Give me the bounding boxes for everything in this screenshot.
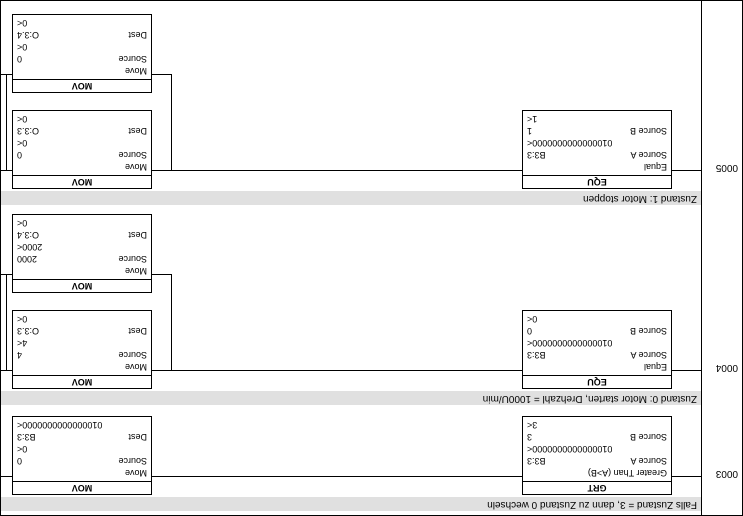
src-a-label: Source A <box>630 455 667 467</box>
src-label: Source <box>118 455 147 467</box>
src-b-val: 0 <box>527 325 532 337</box>
dst-sub: 0< <box>17 17 27 29</box>
src-a-sub: 0100000000000000< <box>527 337 612 349</box>
rung-comment: Falls Zustand = 3, dann zu Zustand 0 wec… <box>1 497 701 511</box>
dst-sub: 0< <box>17 313 27 325</box>
src-a-val: B3:3 <box>527 149 546 161</box>
src-label: Source <box>118 53 147 65</box>
dst-sub: 0100000000000000< <box>17 419 102 431</box>
rung-number: 0005 <box>716 162 738 173</box>
dst-val: O:3.4 <box>17 29 39 41</box>
rung-comment: Zustand 0: Motor starten, Drehzahl = 100… <box>1 391 701 405</box>
src-b-label: Source B <box>630 431 667 443</box>
mov-instruction[interactable]: MOV Move Source 2000 2000< Dest O:3.4 0< <box>12 214 152 293</box>
equ-instruction[interactable]: EQU Equal Source A B3:3 0100000000000000<… <box>522 310 672 389</box>
src-val: 0 <box>17 455 22 467</box>
ladder-diagram: Falls Zustand = 3, dann zu Zustand 0 wec… <box>0 0 743 516</box>
src-val: 0 <box>17 149 22 161</box>
src-label: Source <box>118 149 147 161</box>
instr-name: Move <box>125 467 147 479</box>
instr-name: Move <box>125 265 147 277</box>
src-b-sub: 1< <box>527 113 537 125</box>
src-sub: 4< <box>17 337 27 349</box>
wire <box>0 476 12 477</box>
mov-instruction[interactable]: MOV Move Source 0 0< Dest O:3.4 0< <box>12 14 152 93</box>
instr-title: GRT <box>523 481 671 494</box>
dst-label: Dest <box>128 431 147 443</box>
src-a-sub: 0100000000000000< <box>527 443 612 455</box>
instr-title: EQU <box>523 375 671 388</box>
src-a-label: Source A <box>630 349 667 361</box>
instr-name: Move <box>125 361 147 373</box>
src-sub: 0< <box>17 137 27 149</box>
instr-title: MOV <box>13 279 151 292</box>
dst-val: O:3.4 <box>17 229 39 241</box>
src-b-label: Source B <box>630 125 667 137</box>
mov-instruction[interactable]: MOV Move Source 0 0< Dest O:3.3 0< <box>12 110 152 189</box>
instr-name: Equal <box>644 161 667 173</box>
wire <box>6 275 7 371</box>
wire <box>0 170 12 171</box>
dst-label: Dest <box>128 125 147 137</box>
src-b-val: 3 <box>527 431 532 443</box>
src-b-val: 1 <box>527 125 532 137</box>
wire <box>152 370 172 371</box>
dst-val: O:3.3 <box>17 325 39 337</box>
src-sub: 0< <box>17 443 27 455</box>
mov-instruction[interactable]: MOV Move Source 4 4< Dest O:3.3 0< <box>12 310 152 389</box>
wire <box>0 74 12 75</box>
dst-val: O:3.3 <box>17 125 39 137</box>
instr-name: Equal <box>644 361 667 373</box>
src-b-label: Source B <box>630 325 667 337</box>
left-rail <box>701 1 702 515</box>
src-label: Source <box>118 253 147 265</box>
instr-title: MOV <box>13 375 151 388</box>
dst-label: Dest <box>128 229 147 241</box>
dst-sub: 0< <box>17 217 27 229</box>
src-label: Source <box>118 349 147 361</box>
src-val: 4 <box>17 349 22 361</box>
src-a-label: Source A <box>630 149 667 161</box>
wire <box>6 75 7 171</box>
rung-number: 0004 <box>716 362 738 373</box>
src-a-sub: 0100000000000000< <box>527 137 612 149</box>
instr-name: Move <box>125 161 147 173</box>
wire <box>172 370 522 371</box>
dst-label: Dest <box>128 325 147 337</box>
src-a-val: B3:3 <box>527 349 546 361</box>
wire <box>672 370 701 371</box>
rung-number: 0003 <box>716 468 738 479</box>
wire <box>152 274 172 275</box>
instr-title: EQU <box>523 175 671 188</box>
src-sub: 2000< <box>17 241 42 253</box>
instr-title: MOV <box>13 175 151 188</box>
wire <box>172 170 522 171</box>
src-a-val: B3:3 <box>527 455 546 467</box>
src-b-sub: 3< <box>527 419 537 431</box>
dst-sub: 0< <box>17 113 27 125</box>
instr-title: MOV <box>13 79 151 92</box>
wire <box>672 476 701 477</box>
src-val: 2000 <box>17 253 37 265</box>
dst-val: B3:3 <box>17 431 36 443</box>
wire <box>0 274 12 275</box>
wire <box>152 476 522 477</box>
wire <box>672 170 701 171</box>
dst-label: Dest <box>128 29 147 41</box>
instr-name: Move <box>125 65 147 77</box>
grt-instruction[interactable]: GRT Greater Than (A>B) Source A B3:3 0100… <box>522 416 672 495</box>
mov-instruction[interactable]: MOV Move Source 0 0< Dest B3:3 01000000000… <box>12 416 152 495</box>
wire <box>0 370 12 371</box>
wire <box>171 275 172 371</box>
wire <box>152 170 172 171</box>
rung-comment: Zustand 1: Motor stoppen <box>1 191 701 205</box>
equ-instruction[interactable]: EQU Equal Source A B3:3 0100000000000000<… <box>522 110 672 189</box>
src-val: 0 <box>17 53 22 65</box>
instr-title: MOV <box>13 481 151 494</box>
instr-name: Greater Than (A>B) <box>588 467 667 479</box>
src-b-sub: 0< <box>527 313 537 325</box>
wire <box>171 75 172 171</box>
src-sub: 0< <box>17 41 27 53</box>
wire <box>152 74 172 75</box>
